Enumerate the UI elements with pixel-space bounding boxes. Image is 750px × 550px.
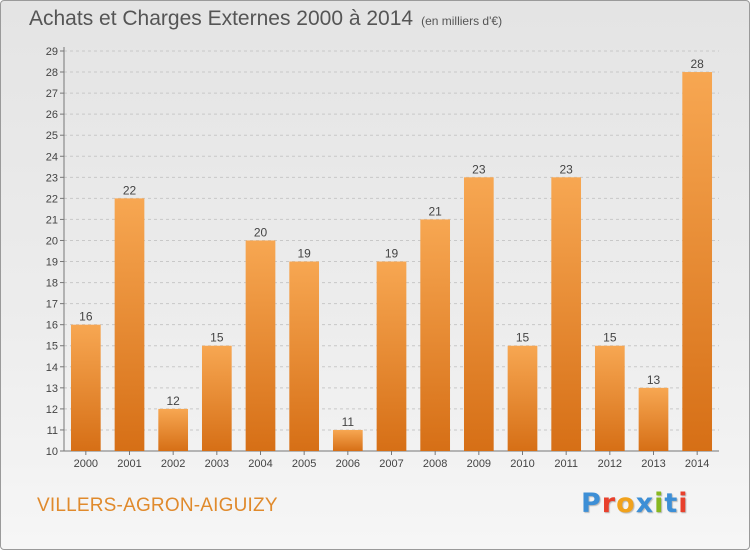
y-tick-label: 17 bbox=[46, 299, 58, 311]
proxiti-logo: Proxiti bbox=[581, 488, 689, 519]
y-tick-label: 13 bbox=[46, 383, 58, 395]
bar bbox=[551, 177, 582, 451]
bar-value-label: 19 bbox=[297, 247, 311, 261]
x-tick-label: 2010 bbox=[510, 458, 534, 470]
bar-value-label: 16 bbox=[79, 310, 93, 324]
x-tick-label: 2006 bbox=[336, 458, 360, 470]
bar-value-label: 22 bbox=[123, 183, 137, 197]
bars bbox=[70, 72, 713, 451]
bar-value-label: 15 bbox=[516, 331, 530, 345]
x-tick-label: 2003 bbox=[205, 458, 229, 470]
y-tick-label: 24 bbox=[46, 151, 58, 163]
bar-value-label: 21 bbox=[428, 204, 442, 218]
bar-value-label: 13 bbox=[647, 373, 661, 387]
x-tick-label: 2002 bbox=[161, 458, 185, 470]
x-tick-label: 2004 bbox=[248, 458, 272, 470]
bar-value-label: 15 bbox=[603, 331, 617, 345]
bar bbox=[201, 345, 232, 451]
x-tick-label: 2013 bbox=[641, 458, 665, 470]
bar-value-label: 11 bbox=[342, 415, 355, 429]
logo-letter: t bbox=[664, 488, 679, 519]
x-tick-label: 2005 bbox=[292, 458, 316, 470]
bar bbox=[245, 240, 276, 451]
y-tick-label: 27 bbox=[46, 88, 58, 100]
x-tick-label: 2001 bbox=[117, 458, 141, 470]
y-tick-label: 29 bbox=[46, 46, 58, 58]
y-tick-label: 25 bbox=[46, 130, 58, 142]
y-tick-label: 21 bbox=[46, 214, 58, 226]
bar bbox=[463, 177, 494, 451]
bar bbox=[332, 429, 363, 451]
commune-name: VILLERS-AGRON-AIGUIZY bbox=[37, 495, 278, 516]
bar bbox=[158, 408, 189, 451]
y-tick-label: 26 bbox=[46, 109, 58, 121]
y-tick-label: 16 bbox=[46, 320, 58, 332]
logo-letter: x bbox=[635, 488, 655, 519]
x-tick-label: 2011 bbox=[554, 458, 578, 470]
bar-value-label: 28 bbox=[690, 57, 704, 71]
labels: 10 11 12 13 14 15 16 17 18 19 20 21 22 23 24 25 26 27 28 29… bbox=[46, 46, 710, 470]
logo-letter: i bbox=[678, 488, 689, 519]
x-tick-label: 2012 bbox=[598, 458, 622, 470]
y-tick-label: 28 bbox=[46, 67, 58, 79]
x-tick-label: 2008 bbox=[423, 458, 447, 470]
y-tick-label: 20 bbox=[46, 235, 58, 247]
bar bbox=[70, 324, 101, 451]
bar bbox=[289, 261, 320, 451]
x-tick-label: 2007 bbox=[379, 458, 403, 470]
y-tick-label: 14 bbox=[46, 362, 58, 374]
bar-value-label: 15 bbox=[210, 331, 224, 345]
bar bbox=[638, 387, 669, 451]
y-tick-label: 12 bbox=[46, 404, 58, 416]
chart-title-block: Achats et Charges Externes 2000 à 2014 (e… bbox=[29, 7, 502, 31]
bar bbox=[507, 345, 538, 451]
bar-value-label: 23 bbox=[559, 162, 573, 176]
logo-letter: i bbox=[654, 488, 665, 519]
chart-title: Achats et Charges Externes 2000 à 2014 bbox=[29, 7, 414, 30]
bar bbox=[682, 72, 713, 451]
bar bbox=[376, 261, 407, 451]
y-tick-label: 23 bbox=[46, 172, 58, 184]
y-tick-label: 10 bbox=[46, 446, 58, 458]
logo-letter: P bbox=[581, 488, 602, 519]
bar-value-label: 19 bbox=[385, 247, 399, 261]
bar bbox=[420, 219, 451, 451]
y-tick-label: 11 bbox=[47, 425, 58, 437]
bar-value-label: 12 bbox=[166, 394, 180, 408]
y-tick-label: 19 bbox=[46, 257, 58, 269]
bar-value-label: 20 bbox=[254, 225, 268, 239]
y-tick-label: 18 bbox=[46, 278, 58, 290]
bar-value-label: 23 bbox=[472, 162, 486, 176]
y-tick-label: 22 bbox=[46, 193, 58, 205]
x-tick-label: 2000 bbox=[74, 458, 98, 470]
bar bbox=[594, 345, 625, 451]
logo-letter: r bbox=[601, 488, 617, 519]
chart-subtitle: (en milliers d'€) bbox=[421, 14, 503, 28]
bar bbox=[114, 198, 145, 451]
x-tick-label: 2009 bbox=[467, 458, 491, 470]
logo-letter: o bbox=[616, 488, 636, 519]
x-tick-label: 2014 bbox=[685, 458, 709, 470]
y-tick-label: 15 bbox=[46, 341, 58, 353]
